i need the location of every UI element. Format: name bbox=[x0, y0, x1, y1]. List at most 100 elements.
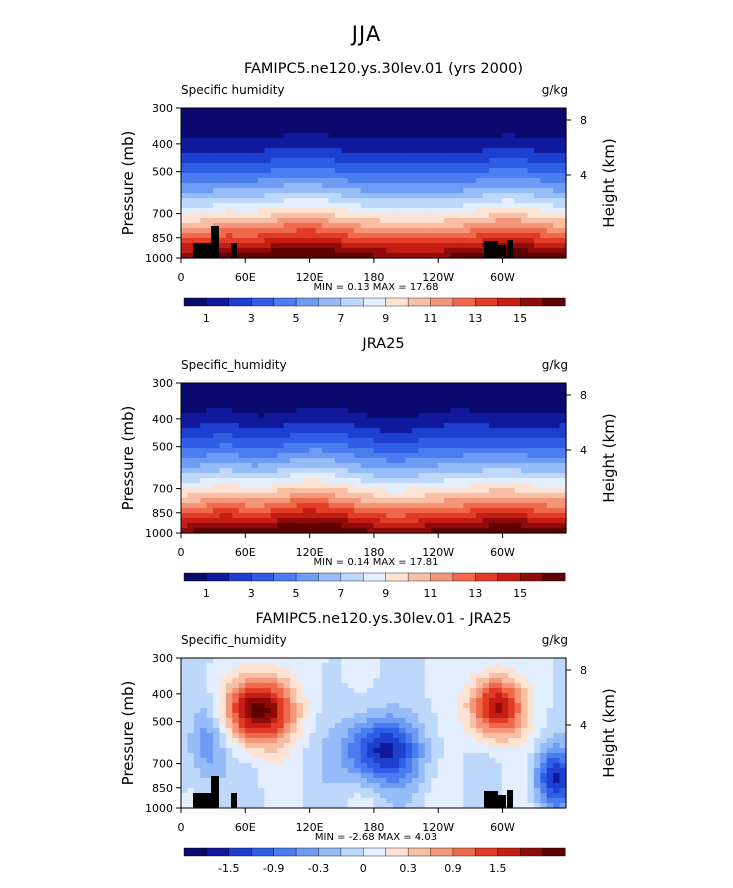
heat-cell bbox=[456, 243, 464, 249]
heat-cell bbox=[508, 173, 516, 179]
heat-cell bbox=[193, 748, 201, 754]
heat-cell bbox=[296, 453, 304, 459]
heat-cell bbox=[373, 128, 381, 134]
heat-cell bbox=[533, 478, 541, 484]
heat-cell bbox=[251, 243, 259, 249]
heat-cell bbox=[251, 668, 259, 674]
heat-cell bbox=[206, 433, 214, 439]
heat-cell bbox=[424, 473, 432, 479]
heat-cell bbox=[392, 438, 400, 444]
heat-cell bbox=[309, 383, 317, 389]
heat-cell bbox=[264, 438, 272, 444]
heat-cell bbox=[418, 443, 426, 449]
heat-cell bbox=[200, 423, 208, 429]
heat-cell bbox=[258, 163, 266, 169]
heat-cell bbox=[379, 673, 387, 679]
heat-cell bbox=[424, 768, 432, 774]
heat-cell bbox=[341, 498, 349, 504]
heat-cell bbox=[302, 193, 310, 199]
heat-cell bbox=[270, 698, 278, 704]
heat-cell bbox=[501, 198, 509, 204]
heat-cell bbox=[373, 233, 381, 239]
heat-cell bbox=[309, 418, 317, 424]
heat-cell bbox=[437, 398, 445, 404]
heat-cell bbox=[392, 703, 400, 709]
heat-cell bbox=[437, 133, 445, 139]
heat-cell bbox=[521, 488, 529, 494]
heat-cell bbox=[251, 113, 259, 119]
heat-cell bbox=[476, 188, 484, 194]
heat-cell bbox=[392, 453, 400, 459]
heat-cell bbox=[354, 663, 362, 669]
heat-cell bbox=[232, 463, 240, 469]
heat-cell bbox=[341, 743, 349, 749]
heat-cell bbox=[335, 768, 343, 774]
heat-cell bbox=[347, 713, 355, 719]
heat-cell bbox=[315, 133, 323, 139]
heat-cell bbox=[360, 173, 368, 179]
heat-cell bbox=[546, 493, 554, 499]
heat-cell bbox=[354, 493, 362, 499]
heat-cell bbox=[238, 473, 246, 479]
heat-cell bbox=[322, 223, 330, 229]
heat-cell bbox=[553, 248, 561, 254]
heat-cell bbox=[489, 123, 497, 129]
heat-cell bbox=[206, 523, 214, 529]
heat-cell bbox=[514, 203, 522, 209]
heat-cell bbox=[277, 448, 285, 454]
heat-cell bbox=[412, 398, 420, 404]
heat-cell bbox=[264, 803, 272, 809]
heat-cell bbox=[501, 133, 509, 139]
heat-cell bbox=[296, 203, 304, 209]
heat-cell bbox=[277, 803, 285, 809]
heat-cell bbox=[270, 713, 278, 719]
heat-cell bbox=[514, 113, 522, 119]
heat-cell bbox=[270, 793, 278, 799]
heat-cell bbox=[341, 683, 349, 689]
colorbar-segment bbox=[385, 297, 409, 307]
heat-cell bbox=[302, 178, 310, 184]
heat-cell bbox=[200, 173, 208, 179]
heat-cell bbox=[296, 778, 304, 784]
heat-cell bbox=[347, 183, 355, 189]
heat-cell bbox=[270, 458, 278, 464]
heat-cell bbox=[476, 413, 484, 419]
heat-cell bbox=[373, 388, 381, 394]
heat-cell bbox=[354, 403, 362, 409]
heat-cell bbox=[187, 183, 195, 189]
heat-cell bbox=[508, 133, 516, 139]
heat-cell bbox=[553, 233, 561, 239]
heat-cell bbox=[193, 238, 201, 244]
heat-cell bbox=[540, 178, 548, 184]
heat-cell bbox=[206, 408, 214, 414]
heat-cell bbox=[495, 163, 503, 169]
heat-cell bbox=[309, 528, 317, 534]
colorbar-label: 5 bbox=[293, 312, 300, 325]
heat-cell bbox=[444, 478, 452, 484]
heat-cell bbox=[527, 413, 535, 419]
heat-cell bbox=[379, 123, 387, 129]
heat-cell bbox=[508, 473, 516, 479]
heat-cell bbox=[335, 678, 343, 684]
heat-cell bbox=[540, 408, 548, 414]
heat-cell bbox=[521, 133, 529, 139]
heat-cell bbox=[232, 733, 240, 739]
heat-cell bbox=[315, 673, 323, 679]
heat-cell bbox=[386, 498, 394, 504]
heat-cell bbox=[533, 248, 541, 254]
heat-cell bbox=[315, 243, 323, 249]
heat-cell bbox=[347, 708, 355, 714]
heat-cell bbox=[277, 403, 285, 409]
heat-cell bbox=[335, 523, 343, 529]
heat-cell bbox=[514, 453, 522, 459]
heat-cell bbox=[290, 143, 298, 149]
heat-cell bbox=[270, 728, 278, 734]
heat-cell bbox=[341, 778, 349, 784]
heat-cell bbox=[270, 758, 278, 764]
panel-title: FAMIPC5.ne120.ys.30lev.01 (yrs 2000) bbox=[244, 61, 523, 77]
heat-cell bbox=[424, 123, 432, 129]
heat-cell bbox=[444, 688, 452, 694]
heat-cell bbox=[354, 508, 362, 514]
heat-cell bbox=[431, 703, 439, 709]
heat-cell bbox=[399, 778, 407, 784]
